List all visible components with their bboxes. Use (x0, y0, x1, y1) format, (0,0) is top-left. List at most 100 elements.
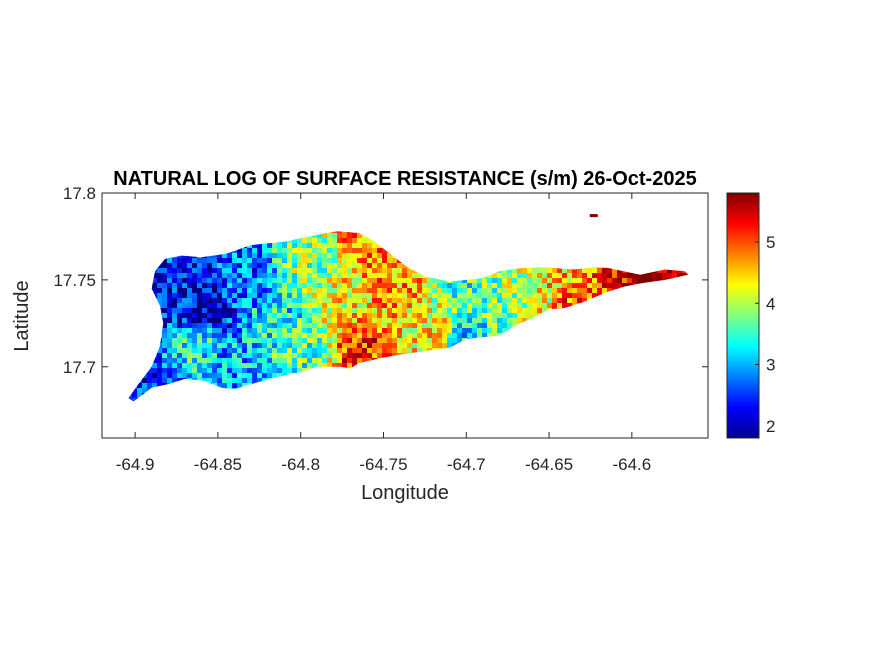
field-cell (327, 253, 333, 259)
field-cell (402, 293, 408, 299)
field-cell (542, 288, 548, 294)
field-cell (387, 278, 393, 284)
field-cell (347, 363, 353, 369)
field-cell (482, 318, 488, 324)
field-cell (552, 268, 558, 274)
field-cell (202, 298, 208, 304)
field-cell (602, 283, 608, 289)
field-cell (367, 258, 373, 264)
field-cell (312, 308, 318, 314)
field-cell (227, 378, 233, 384)
field-cell (267, 373, 273, 379)
field-cell (347, 313, 353, 319)
field-cell (587, 273, 593, 279)
field-cell (272, 293, 278, 299)
field-cell (297, 318, 303, 324)
field-cell (507, 298, 513, 304)
field-cell (157, 358, 163, 364)
field-cell (527, 278, 533, 284)
field-cell (202, 258, 208, 264)
field-cell (447, 308, 453, 314)
field-cell (167, 333, 173, 339)
field-cell (262, 368, 268, 374)
field-cell (637, 278, 643, 284)
field-cell (332, 278, 338, 284)
field-cell (337, 333, 343, 339)
field-cell (357, 298, 363, 304)
field-cell (492, 298, 498, 304)
field-cell (237, 338, 243, 344)
field-cell (457, 293, 463, 299)
field-cell (192, 318, 198, 324)
field-cell (277, 328, 283, 334)
field-cell (257, 263, 263, 269)
field-cell (372, 248, 378, 254)
field-cell (222, 363, 228, 369)
field-cell (242, 318, 248, 324)
field-cell (317, 323, 323, 329)
field-cell (542, 298, 548, 304)
field-cell (452, 338, 458, 344)
field-cell (172, 373, 178, 379)
field-cell (377, 318, 383, 324)
field-cell (452, 298, 458, 304)
field-cell (642, 278, 648, 284)
field-cell (202, 338, 208, 344)
field-cell (237, 248, 243, 254)
field-cell (167, 293, 173, 299)
field-cell (337, 288, 343, 294)
field-cell (337, 358, 343, 364)
field-cell (247, 288, 253, 294)
field-cell (357, 303, 363, 309)
field-cell (322, 333, 328, 339)
field-cell (312, 363, 318, 369)
field-cell (397, 338, 403, 344)
field-cell (382, 343, 388, 349)
field-cell (482, 333, 488, 339)
field-cell (402, 338, 408, 344)
field-cell (352, 298, 358, 304)
field-cell (292, 313, 298, 319)
field-cell (352, 318, 358, 324)
field-cell (227, 268, 233, 274)
field-cell (297, 338, 303, 344)
field-cell (327, 288, 333, 294)
field-cell (222, 338, 228, 344)
field-cell (157, 368, 163, 374)
field-cell (282, 358, 288, 364)
field-cell (342, 343, 348, 349)
field-cell (437, 333, 443, 339)
field-cell (342, 323, 348, 329)
field-cell (402, 263, 408, 269)
field-cell (502, 273, 508, 279)
field-cell (212, 313, 218, 319)
field-cell (477, 323, 483, 329)
field-cell (332, 268, 338, 274)
field-cell (257, 243, 263, 249)
field-cell (257, 338, 263, 344)
field-cell (282, 293, 288, 299)
field-cell (287, 368, 293, 374)
field-cell (262, 353, 268, 359)
field-cell (297, 303, 303, 309)
field-cell (257, 358, 263, 364)
field-cell (342, 333, 348, 339)
field-cell (332, 288, 338, 294)
field-cell (542, 293, 548, 299)
field-cell (222, 378, 228, 384)
field-cell (592, 268, 598, 274)
field-cell (327, 283, 333, 289)
field-cell (407, 283, 413, 289)
field-cell (362, 358, 368, 364)
field-cell (327, 303, 333, 309)
field-cell (312, 263, 318, 269)
field-cell (172, 378, 178, 384)
field-cell (182, 263, 188, 269)
field-cell (282, 278, 288, 284)
field-cell (362, 308, 368, 314)
field-cell (502, 293, 508, 299)
field-cell (417, 343, 423, 349)
field-cell (262, 323, 268, 329)
field-cell (362, 348, 368, 354)
field-cell (352, 308, 358, 314)
